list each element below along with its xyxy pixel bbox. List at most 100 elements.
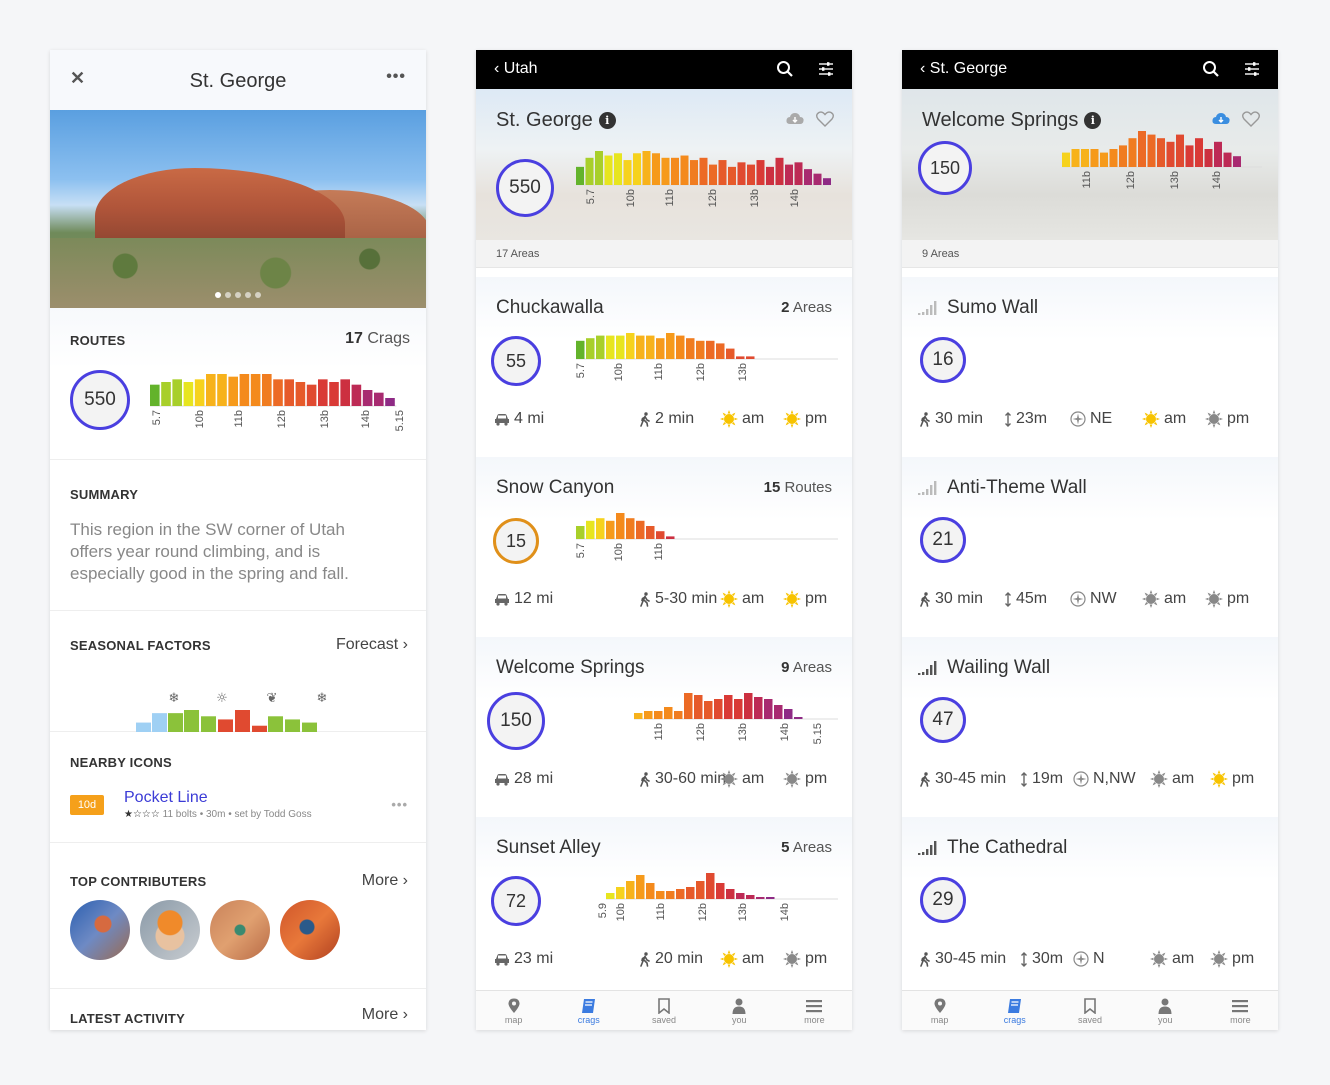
favorite-heart-icon[interactable] [1242,111,1260,127]
crags-count[interactable]: 17 Crags [345,330,410,348]
pager-dot[interactable] [225,292,231,298]
histogram-bar [1100,152,1108,167]
crag-list-item[interactable]: Snow Canyon 15 Routes 15 5.7 10b 11b 12 mi… [476,457,852,637]
info-icon[interactable]: i [1084,112,1102,129]
tab-map[interactable]: map [902,991,977,1030]
tab-you[interactable]: you [1128,991,1203,1030]
latest-more-link[interactable]: More › [361,1006,408,1023]
search-icon[interactable] [1202,60,1220,78]
histogram-bar [680,155,689,185]
saved-icon [1052,997,1127,1015]
pager-dot[interactable] [215,292,221,298]
tab-you[interactable]: you [702,991,777,1030]
grade-tick-label: 13b [737,903,749,921]
filter-icon[interactable] [1244,61,1260,77]
histogram-bar [273,379,283,406]
pager-dot[interactable] [255,292,261,298]
histogram-bar [656,891,665,899]
histogram-bar [633,153,641,185]
histogram-bar [737,162,746,185]
season-bar [252,725,267,732]
route-total-circle: 16 [920,337,966,383]
tab-more[interactable]: more [777,991,852,1030]
approach-time-text: 20 min [655,950,704,967]
routes-section: ROUTES 17 Crags 550 5.7 10b 11b 12b 13b 14b 5.… [50,308,426,460]
grade-tick-label: 14b [360,410,372,428]
favorite-heart-icon[interactable] [816,111,834,127]
crag-count-number: 2 [781,299,790,316]
route-link[interactable]: Pocket Line [124,789,208,806]
avatar[interactable] [280,900,340,960]
histogram-bar [194,379,205,406]
grade-tick-label: 12b [697,903,709,921]
route-options-icon[interactable]: ••• [391,797,408,812]
tab-saved[interactable]: saved [1052,991,1127,1030]
seasonal-section: SEASONAL FACTORS Forecast › ❄ ☼ ❦ ❄ [50,612,426,732]
download-cloud-icon[interactable] [786,112,804,126]
avatar[interactable] [70,900,130,960]
shade-icon [1150,770,1168,788]
pager-dot[interactable] [245,292,251,298]
close-icon[interactable]: ✕ [70,68,86,88]
crag-list-item[interactable]: Sunset Alley 5 Areas 72 5.9 10b 11b 12b 13b 1… [476,817,852,997]
histogram-bar [576,526,585,539]
histogram-bar [604,155,613,185]
crag-count-number: 5 [781,839,790,856]
walk-icon [640,411,650,427]
tab-more[interactable]: more [1203,991,1278,1030]
grade-tick-label: 10b [194,410,206,428]
pm-label: pm [1232,950,1255,967]
histogram-bar [318,379,328,406]
contributors-more-link[interactable]: More › [361,872,408,889]
crags-count-number: 17 [345,330,363,347]
histogram-bar [766,166,774,185]
histogram-bar [636,335,645,359]
info-icon[interactable]: i [598,112,616,129]
tab-saved[interactable]: saved [626,991,701,1030]
am-label: am [1164,410,1187,427]
back-button[interactable]: ‹ Utah [494,60,538,77]
crag-list-item[interactable]: Welcome Springs 9 Areas 150 11b 12b 13b 14b… [476,637,852,817]
am-label: am [1172,950,1195,967]
region-detail-panel: ✕ St. George ••• ROUTES 17 Crags 550 5.7… [50,50,426,1030]
histogram-bar [684,693,693,719]
tab-crags[interactable]: crags [551,991,626,1030]
wall-height-text: 23m [1016,410,1048,427]
avatar[interactable] [140,900,200,960]
grade-tick-label: 5.7 [585,189,597,204]
search-icon[interactable] [776,60,794,78]
avatar[interactable] [210,900,270,960]
photo-pager[interactable] [50,292,426,298]
forecast-link[interactable]: Forecast › [335,636,408,653]
grade-tick-label: 14b [779,903,791,921]
route-total-circle: 150 [918,141,972,195]
season-icon: ❄ [317,691,328,706]
tab-map[interactable]: map [476,991,551,1030]
histogram-bar [728,166,736,185]
histogram-bar [206,374,216,406]
aspect: NW [1070,590,1117,608]
crag-list-item[interactable]: Chuckawalla 2 Areas 55 5.7 10b 11b 12b 13b 4… [476,277,852,457]
filter-icon[interactable] [818,61,834,77]
more-options-icon[interactable]: ••• [386,68,406,85]
histogram-bar [161,382,171,406]
season-bar [136,722,151,732]
tab-label: more [1230,1015,1251,1025]
tab-bar: map crags saved you more [476,990,852,1030]
histogram-bar [626,881,635,899]
download-cloud-icon[interactable] [1212,112,1230,126]
histogram-bar [699,157,708,185]
pager-dot[interactable] [235,292,241,298]
histogram-bar [686,338,695,359]
histogram-bar [636,520,645,539]
route-total-circle: 550 [496,159,554,217]
hero-photo[interactable] [50,110,426,308]
tab-crags[interactable]: crags [977,991,1052,1030]
back-button[interactable]: ‹ St. George [920,60,1008,77]
